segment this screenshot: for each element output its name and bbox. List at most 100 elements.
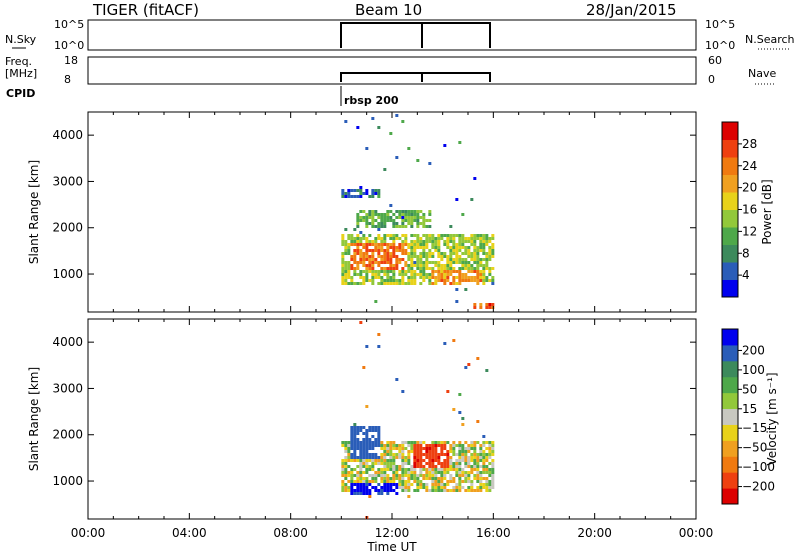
- data-cell: [425, 450, 429, 453]
- data-cell: [425, 261, 429, 264]
- data-cell: [485, 261, 489, 264]
- data-cell: [374, 459, 378, 462]
- data-cell: [419, 252, 423, 255]
- data-cell: [401, 216, 405, 219]
- data-cell: [395, 225, 399, 228]
- data-cell: [356, 267, 360, 270]
- data-cell: [440, 486, 444, 489]
- data-cell: [467, 255, 471, 258]
- data-cell: [488, 441, 492, 444]
- data-cell: [473, 258, 477, 261]
- data-cell: [482, 468, 486, 471]
- data-cell: [476, 234, 480, 237]
- data-cell: [350, 492, 354, 495]
- data-cell: [410, 249, 414, 252]
- data-cell: [428, 489, 432, 492]
- data-cell: [374, 453, 378, 456]
- data-cell: [380, 456, 384, 459]
- data-cell: [401, 477, 405, 480]
- data-cell: [398, 444, 402, 447]
- data-cell: [440, 483, 444, 486]
- data-cell: [389, 477, 393, 480]
- data-cell: [374, 438, 378, 441]
- data-cell: [416, 222, 420, 225]
- data-cell: [482, 462, 486, 465]
- data-cell: [350, 264, 354, 267]
- data-cell: [344, 483, 348, 486]
- data-cell: [473, 270, 477, 273]
- data-cell: [392, 234, 396, 237]
- data-cell: [458, 465, 462, 468]
- data-cell: [443, 471, 447, 474]
- data-cell: [413, 456, 417, 459]
- data-cell: [341, 234, 345, 237]
- data-cell: [455, 483, 459, 486]
- data-cell: [386, 453, 390, 456]
- data-cell: [350, 426, 354, 429]
- data-cell: [392, 249, 396, 252]
- data-cell: [434, 465, 438, 468]
- data-cell: [359, 192, 363, 195]
- data-cell: [461, 234, 465, 237]
- data-cell: [353, 240, 357, 243]
- data-cell: [428, 477, 432, 480]
- data-cell: [356, 282, 360, 285]
- data-cell: [380, 267, 384, 270]
- data-cell: [464, 246, 468, 249]
- data-cell: [371, 477, 375, 480]
- data-cell: [431, 252, 435, 255]
- data-cell: [455, 198, 459, 201]
- data-cell: [371, 192, 375, 195]
- data-cell: [374, 300, 378, 303]
- data-cell: [353, 489, 357, 492]
- data-cell: [452, 450, 456, 453]
- data-cell: [410, 282, 414, 285]
- data-cell: [422, 459, 426, 462]
- data-cell: [458, 474, 462, 477]
- data-cell: [434, 459, 438, 462]
- data-cell: [353, 249, 357, 252]
- time-axis-label: Time UT: [366, 540, 417, 554]
- data-cell: [485, 237, 489, 240]
- data-cell: [374, 246, 378, 249]
- data-cell: [464, 264, 468, 267]
- data-cell: [479, 303, 483, 306]
- data-cell: [470, 237, 474, 240]
- data-cell: [368, 255, 372, 258]
- data-cell: [347, 189, 351, 192]
- data-cell: [368, 249, 372, 252]
- data-cell: [356, 225, 360, 228]
- data-cell: [410, 441, 414, 444]
- data-cell: [422, 276, 426, 279]
- data-cell: [389, 462, 393, 465]
- data-cell: [347, 486, 351, 489]
- nsky-strip-frame: [87, 19, 697, 51]
- data-cell: [416, 258, 420, 261]
- data-cell: [386, 273, 390, 276]
- data-cell: [359, 459, 363, 462]
- data-cell: [392, 483, 396, 486]
- data-cell: [455, 270, 459, 273]
- data-cell: [362, 261, 366, 264]
- data-cell: [371, 468, 375, 471]
- data-cell: [410, 216, 414, 219]
- data-cell: [476, 462, 480, 465]
- data-cell: [380, 471, 384, 474]
- data-cell: [362, 258, 366, 261]
- data-cell: [476, 282, 480, 285]
- data-cell: [341, 462, 345, 465]
- data-cell: [416, 219, 420, 222]
- data-cell: [359, 195, 363, 198]
- data-cell: [368, 492, 372, 495]
- data-cell: [413, 474, 417, 477]
- data-cell: [377, 126, 381, 129]
- data-cell: [455, 276, 459, 279]
- date-title: 28/Jan/2015: [586, 1, 677, 19]
- data-cell: [440, 441, 444, 444]
- data-cell: [425, 264, 429, 267]
- data-cell: [404, 252, 408, 255]
- data-cell: [443, 240, 447, 243]
- data-cell: [449, 246, 453, 249]
- data-cell: [344, 270, 348, 273]
- data-cell: [353, 243, 357, 246]
